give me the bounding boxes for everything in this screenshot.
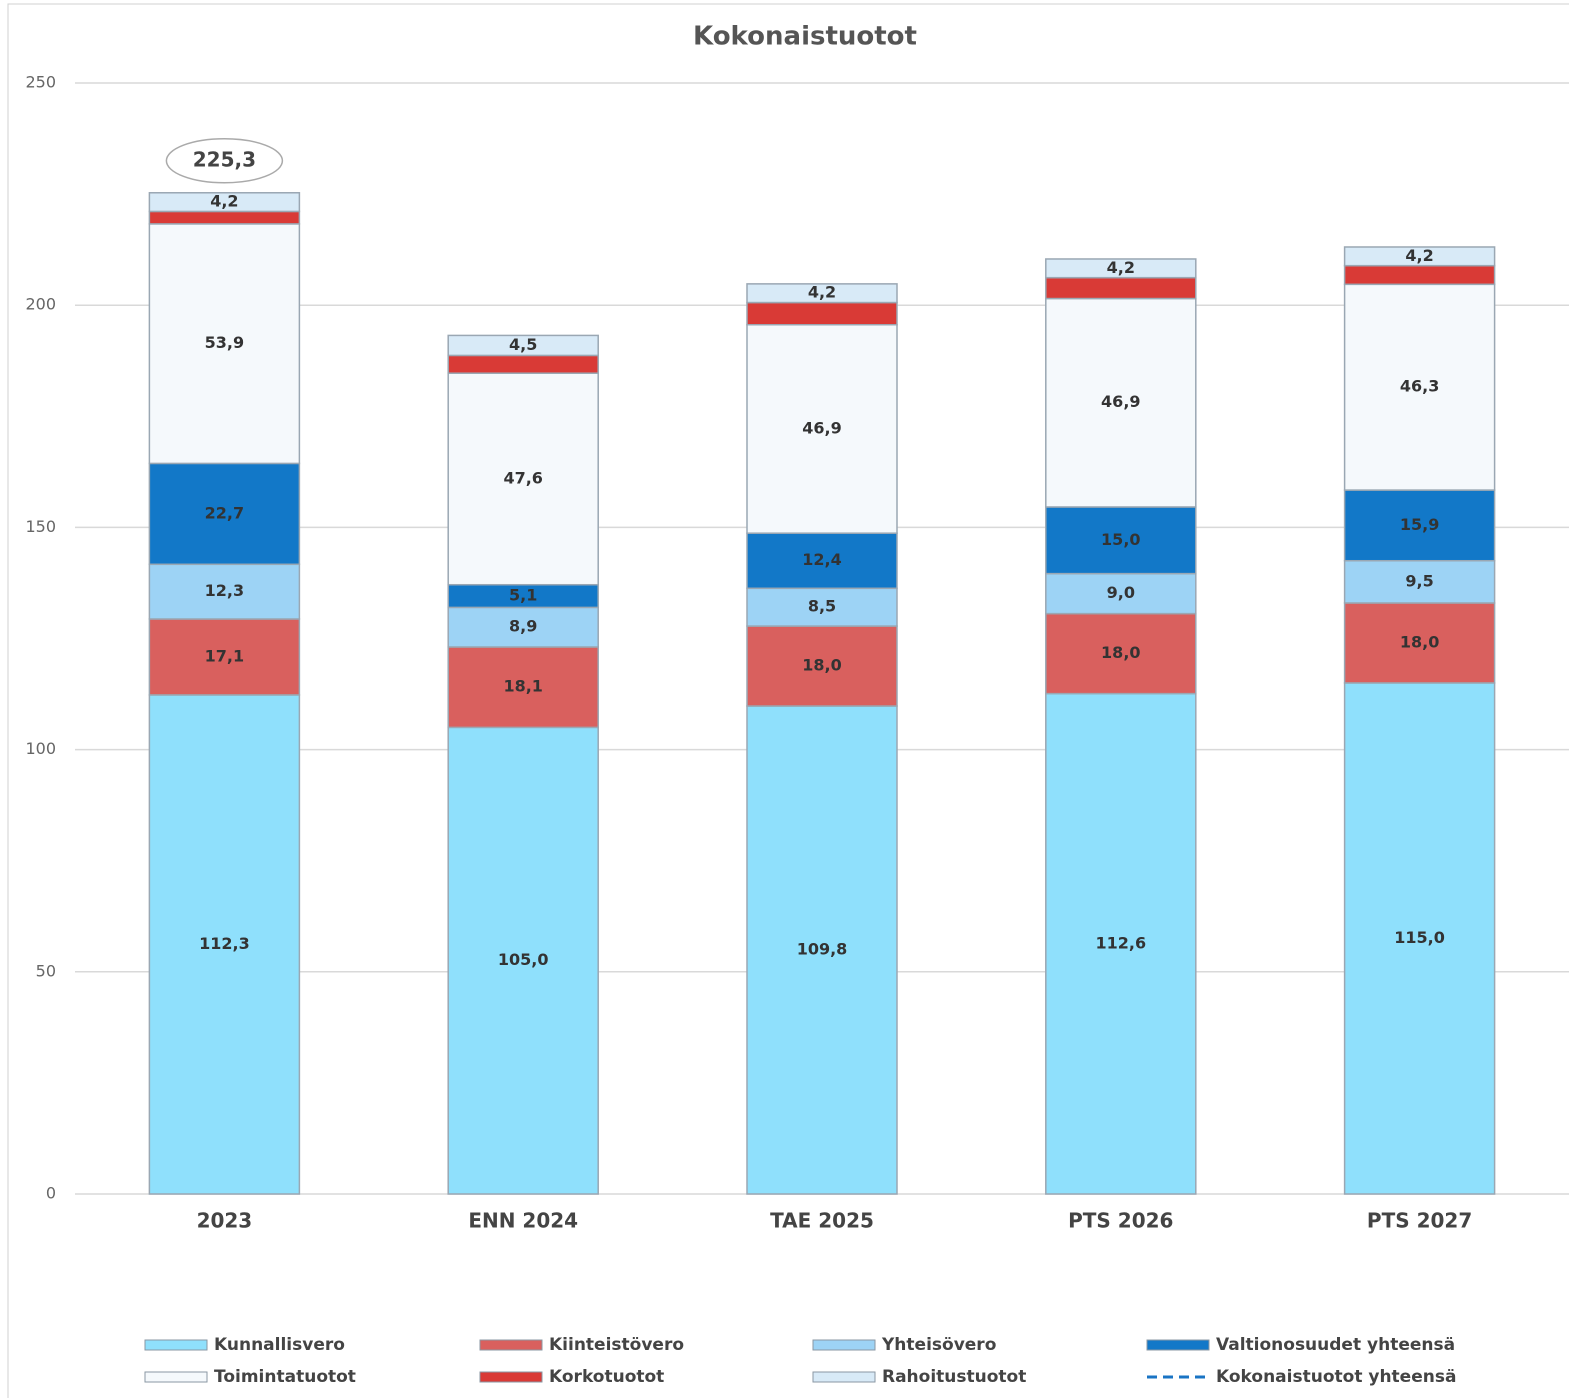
bar-segment: [447, 354, 599, 374]
legend-swatch: [1146, 1339, 1210, 1351]
x-tick-label: 2023: [197, 1209, 253, 1233]
data-label: 46,9: [802, 418, 841, 437]
bar-segment: [148, 192, 301, 213]
data-label: 4,2: [210, 192, 238, 211]
legend-swatch: [144, 1371, 208, 1383]
data-label: 9,5: [1405, 571, 1433, 590]
data-label: 109,8: [797, 940, 848, 959]
bar-segment: [1343, 682, 1496, 1195]
bar-segment: [1045, 692, 1197, 1195]
bar-segment: [148, 210, 301, 225]
y-tick-label: 100: [25, 739, 56, 758]
bar-segment: [447, 372, 599, 586]
legend-label: Kunnallisvero: [214, 1335, 345, 1355]
bar-segment: [447, 646, 599, 729]
y-tick-label: 0: [46, 1184, 56, 1203]
bar-segment: [148, 462, 301, 566]
data-label: 17,1: [205, 646, 244, 665]
data-label: 4,5: [509, 335, 537, 354]
bar-segment: [746, 324, 898, 534]
legend-label: Rahoitustuotot: [882, 1367, 1026, 1387]
x-tick-label: PTS 2027: [1367, 1209, 1472, 1233]
bar-segment: [1045, 297, 1197, 508]
bar-segment: [1343, 246, 1496, 267]
legend-swatch: [479, 1371, 543, 1383]
legend-label: Valtionosuudet yhteensä: [1216, 1335, 1455, 1355]
bar-segment: [1343, 264, 1496, 286]
chart-title: Kokonaistuotot: [693, 22, 917, 52]
y-tick-label: 50: [36, 961, 56, 980]
data-label: 18,0: [802, 656, 841, 675]
legend-label: Kokonaistuotot yhteensä: [1216, 1367, 1456, 1387]
legend-swatch: [144, 1339, 208, 1351]
legend-swatch: [812, 1339, 876, 1351]
x-tick-label: TAE 2025: [770, 1209, 874, 1233]
legend-label: Yhteisövero: [881, 1335, 996, 1355]
data-label: 12,3: [205, 581, 244, 600]
data-label: 47,6: [503, 468, 542, 487]
data-label: 9,0: [1107, 583, 1135, 602]
data-label: 15,0: [1101, 530, 1140, 549]
data-label: 115,0: [1394, 928, 1445, 947]
data-label: 8,5: [808, 597, 836, 616]
bar-segment: [1045, 612, 1197, 695]
y-tick-label: 250: [25, 73, 56, 92]
data-label: 112,6: [1095, 933, 1146, 952]
total-label: 225,3: [193, 147, 256, 171]
bar-segment: [1343, 489, 1496, 562]
data-label: 112,3: [199, 934, 250, 953]
y-tick-label: 150: [25, 517, 56, 536]
chart-frame: [7, 3, 1569, 1398]
data-label: 105,0: [498, 950, 549, 969]
legend-label: Kiinteistövero: [549, 1335, 684, 1355]
legend-label: Korkotuotot: [549, 1367, 664, 1387]
data-label: 4,2: [1405, 246, 1433, 265]
bar-segment: [148, 223, 301, 465]
bar-segment: [148, 694, 301, 1195]
data-label: 15,9: [1400, 515, 1439, 534]
data-label: 4,2: [808, 283, 836, 302]
data-label: 18,0: [1400, 632, 1439, 651]
data-label: 5,1: [509, 586, 537, 605]
data-label: 18,1: [503, 677, 542, 696]
data-label: 53,9: [205, 333, 244, 352]
bar-segment: [148, 618, 301, 696]
x-tick-label: ENN 2024: [468, 1209, 578, 1233]
bar-segment: [746, 301, 898, 326]
data-label: 22,7: [205, 503, 244, 522]
bar-segment: [1343, 602, 1496, 684]
bar-segment: [148, 563, 301, 620]
bar-segment: [447, 334, 599, 357]
data-label: 46,3: [1400, 377, 1439, 396]
bar-segment: [1343, 283, 1496, 491]
bar-segment: [746, 705, 898, 1195]
data-label: 8,9: [509, 617, 537, 636]
x-tick-label: PTS 2026: [1068, 1209, 1173, 1233]
bar-segment: [746, 283, 898, 304]
y-tick-label: 200: [25, 295, 56, 314]
legend-swatch: [479, 1339, 543, 1351]
data-label: 18,0: [1101, 643, 1140, 662]
data-label: 12,4: [802, 550, 841, 569]
bar-segment: [1045, 258, 1197, 279]
bar-segment: [1045, 506, 1197, 575]
bar-segment: [746, 625, 898, 707]
total-marker: [165, 138, 284, 184]
bar-segment: [447, 726, 599, 1195]
bar-segment: [1045, 276, 1197, 300]
legend-swatch: [812, 1371, 876, 1383]
data-label: 46,9: [1101, 392, 1140, 411]
legend-label: Toimintatuotot: [214, 1367, 356, 1387]
data-label: 4,2: [1107, 258, 1135, 277]
